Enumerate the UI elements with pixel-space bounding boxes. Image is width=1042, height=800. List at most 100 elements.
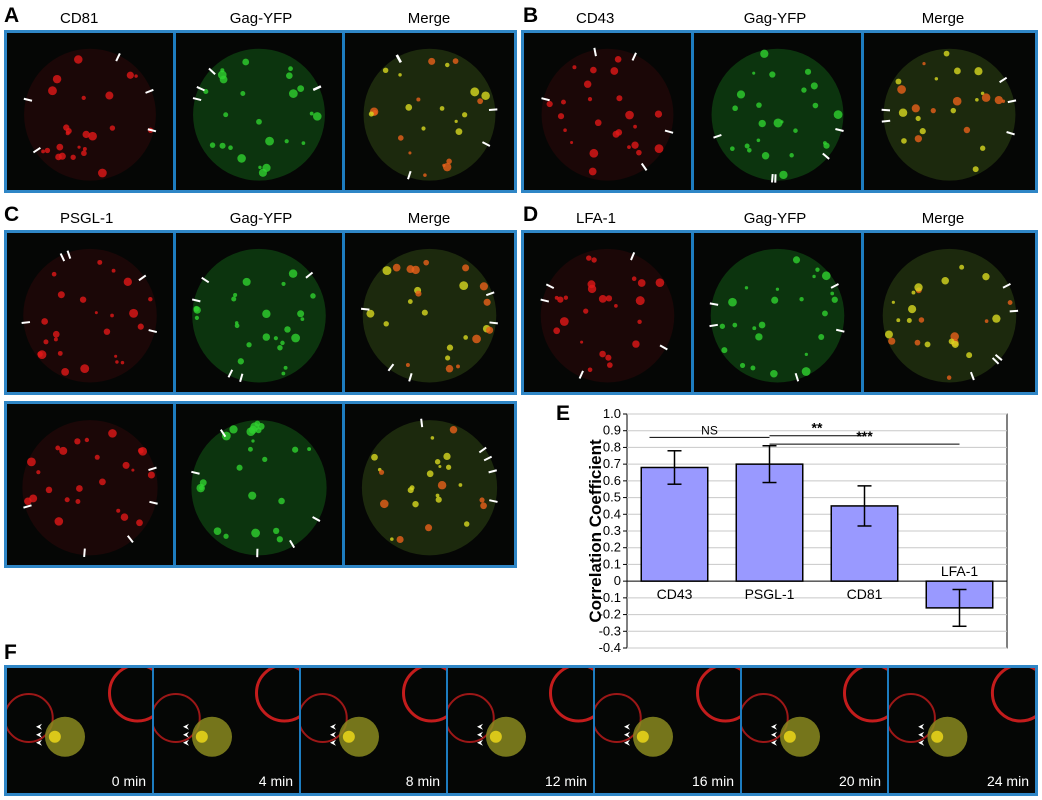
arrow-icon [227,369,234,378]
fluorescent-puncta [194,315,199,320]
fluorescent-puncta [292,446,299,453]
fluorescent-puncta [462,112,468,118]
fluorescent-puncta [396,535,404,544]
fluorescent-puncta [884,330,893,339]
fluorescent-puncta [930,108,936,114]
arrow-icon [148,329,158,334]
fluorescent-puncta [458,483,463,487]
fluorescent-puncta [908,305,917,314]
fluorescent-puncta [288,269,298,278]
arrow-icon [483,455,493,462]
fluorescent-puncta [485,326,494,334]
fluorescent-puncta [421,309,428,316]
arrow-icon [1007,99,1017,104]
fluorescent-puncta [771,296,779,304]
arrowhead-icon [918,731,925,738]
fluorescent-puncta [103,328,111,335]
fluorescent-puncta [41,318,48,325]
panel-f-frame-20: 20 min [742,668,887,793]
arrow-icon [489,499,498,503]
y-tick-label: -0.4 [599,640,621,652]
panel-f-frame-4: 4 min [154,668,299,793]
fluorescent-puncta [81,95,86,101]
arrow-icon [835,328,845,333]
fluorescent-puncta [479,282,488,291]
fluorescent-puncta [442,163,446,167]
gag-cluster [931,730,944,743]
fluorescent-puncta [625,110,634,120]
fluorescent-puncta [586,255,592,261]
category-label: CD81 [847,586,883,602]
fluorescent-puncta [237,358,244,365]
fluorescent-puncta [262,163,271,172]
y-tick-label: -0.3 [599,623,621,638]
arrowhead-icon [918,723,925,730]
fluorescent-puncta [209,142,216,148]
fluorescent-puncta [291,333,301,343]
fluorescent-puncta [747,148,752,153]
panel-f-frame-8: 8 min [301,668,446,793]
fluorescent-puncta [147,471,155,479]
gag-cluster [342,730,355,743]
arrow-icon [192,97,202,102]
fluorescent-puncta [99,478,106,486]
fluorescent-puncta [213,527,222,535]
fluorescent-puncta [412,500,419,508]
gag-cluster [636,730,649,743]
fluorescent-puncta [633,124,637,129]
bar-cd43 [640,466,709,582]
fluorescent-puncta [732,322,738,328]
arrow-icon [830,283,839,289]
fluorescent-puncta [423,259,430,266]
fluorescent-puncta [397,135,404,141]
arrowhead-icon [36,739,42,746]
cell-body [540,248,675,383]
arrow-icon [835,128,844,132]
panel-b-letter: B [523,4,539,27]
fluorescent-puncta [793,128,798,133]
fluorescent-puncta [277,344,283,351]
fluorescent-puncta [137,447,144,454]
fluorescent-puncta [914,283,923,292]
micrograph-canvas [360,248,498,383]
fluorescent-puncta [752,326,757,331]
fluorescent-puncta [84,437,90,443]
fluorescent-puncta [758,119,766,128]
y-tick-label: 1.0 [603,406,621,421]
y-tick-label: 0.9 [603,423,621,438]
fluorescent-puncta [445,464,452,470]
time-label: 20 min [838,773,881,789]
gag-cluster [195,730,208,743]
fluorescent-puncta [312,112,322,121]
fluorescent-puncta [812,102,819,109]
fluorescent-puncta [477,98,484,105]
y-tick-label: 0.4 [603,506,621,521]
fluorescent-puncta [408,151,412,155]
fluorescent-puncta [919,128,926,135]
fluorescent-puncta [463,335,468,340]
fluorescent-puncta [36,470,41,475]
fluorescent-puncta [636,149,642,156]
panel-b-frame [521,30,1038,193]
panel-d-gag-image [694,233,861,392]
arrow-icon [148,466,157,471]
arrow-icon [126,535,134,543]
arrow-icon [545,283,555,290]
fluorescent-puncta [906,318,912,324]
fluorescent-puncta [242,277,251,286]
fluorescent-puncta [57,350,63,356]
fluorescent-puncta [265,136,274,146]
arrow-icon [196,86,205,92]
fluorescent-puncta [273,527,280,535]
neighbor-cell-outline [154,693,201,743]
infected-cell [45,716,85,757]
arrow-icon [407,170,412,180]
panel-a-cd81-image [7,33,173,190]
fluorescent-puncta [980,145,986,151]
fluorescent-puncta [27,457,36,467]
fluorescent-puncta [43,339,49,345]
fluorescent-puncta [301,141,306,145]
fluorescent-puncta [792,256,801,264]
fluorescent-puncta [122,461,130,469]
fluorescent-puncta [82,130,90,139]
